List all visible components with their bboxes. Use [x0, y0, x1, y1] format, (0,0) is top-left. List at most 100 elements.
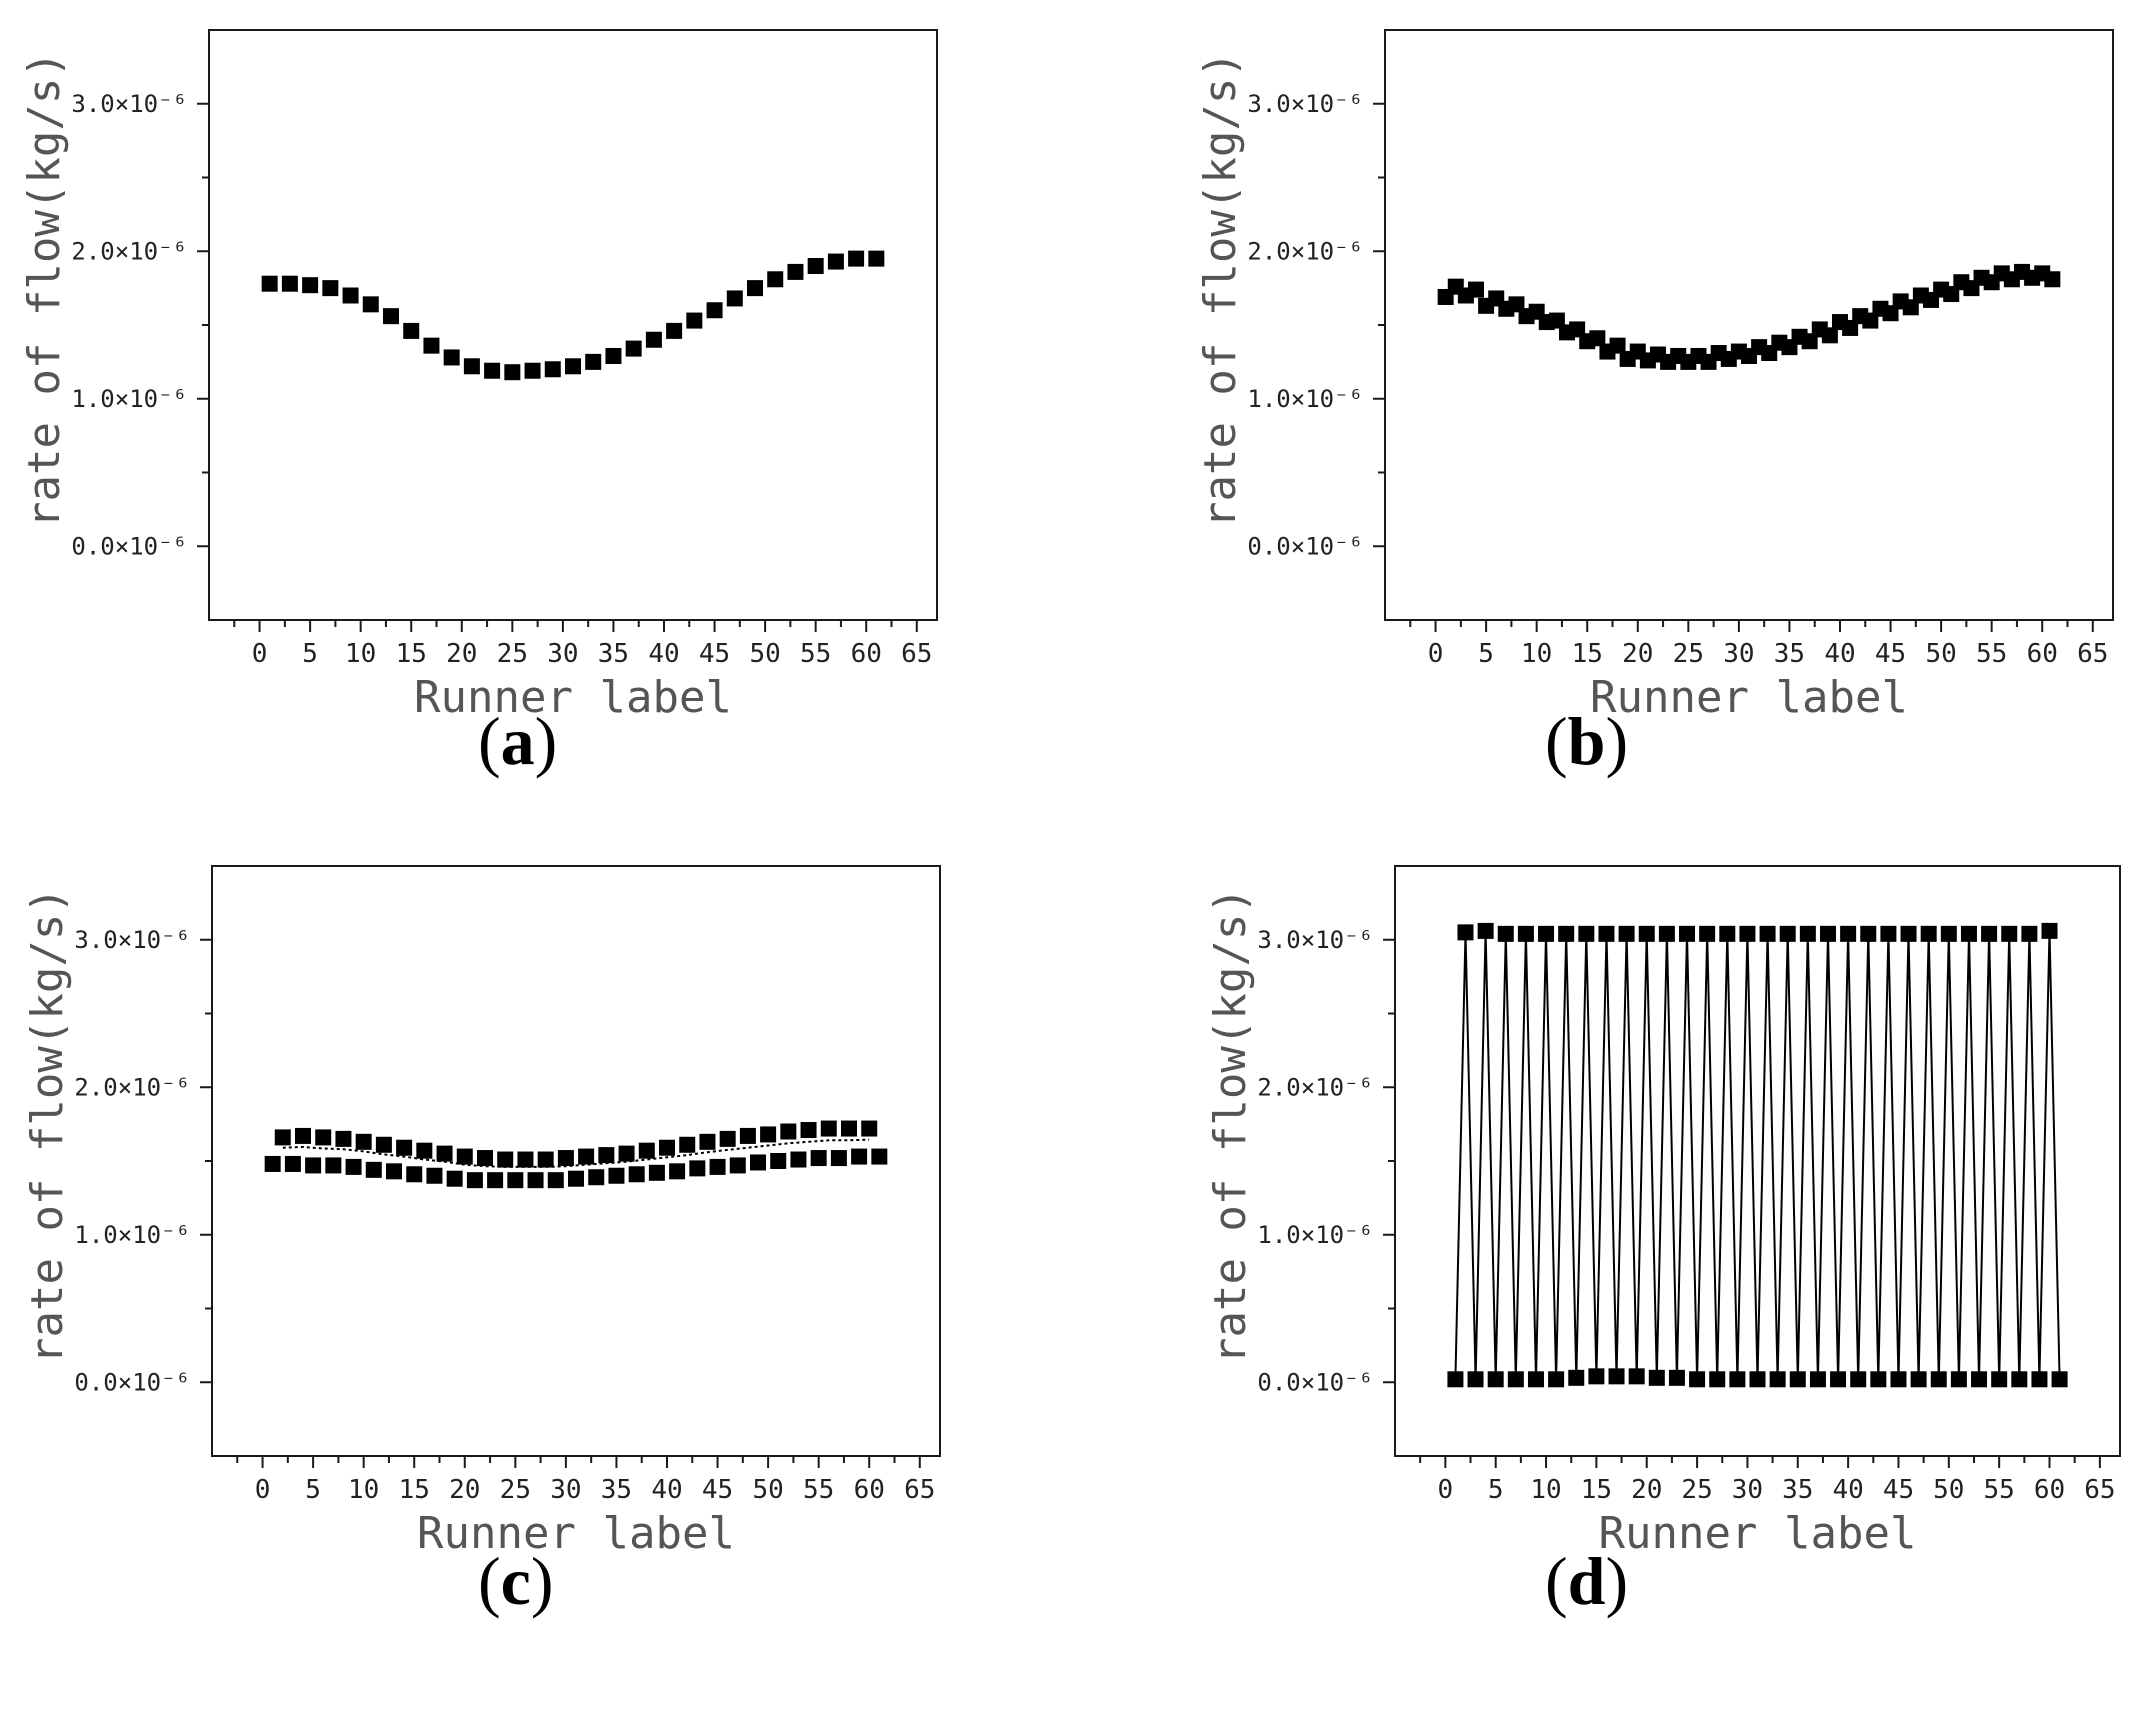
y-tick-label: 1.0×10⁻⁶	[1257, 1221, 1373, 1249]
data-point	[1850, 1371, 1867, 1388]
data-point	[1971, 1371, 1988, 1388]
data-point	[1658, 925, 1675, 942]
data-point	[456, 1148, 473, 1165]
data-point	[1769, 1371, 1786, 1388]
data-point	[699, 1133, 716, 1150]
data-point	[557, 1150, 574, 1167]
x-tick-label: 60	[851, 639, 882, 669]
y-tick-label: 3.0×10⁻⁶	[71, 90, 187, 118]
data-point	[568, 1170, 584, 1187]
x-tick-label: 0	[1438, 1475, 1454, 1505]
data-point	[807, 258, 824, 274]
x-tick-label: 5	[1488, 1475, 1504, 1505]
data-point	[305, 1157, 322, 1174]
data-point	[2001, 925, 2018, 942]
data-point	[487, 1172, 504, 1189]
y-axis-label: rate of flow(kg/s)	[1195, 51, 1246, 528]
data-point	[2041, 922, 2058, 939]
x-tick-label: 25	[497, 639, 528, 669]
data-point	[1940, 925, 1957, 942]
data-point	[1860, 925, 1877, 942]
data-point	[302, 277, 319, 294]
data-point	[1588, 1368, 1605, 1385]
y-tick-label: 0.0×10⁻⁶	[74, 1368, 190, 1396]
data-point	[426, 1167, 443, 1184]
x-tick-label: 5	[305, 1475, 321, 1505]
data-point	[648, 1164, 665, 1181]
data-point	[1719, 925, 1736, 942]
data-point	[1799, 925, 1816, 942]
data-point	[1668, 1369, 1685, 1386]
panel-label: (b)	[1545, 703, 1629, 779]
plot-frame	[1384, 29, 2114, 621]
chart-panel-3: 0 5 10 15 20 25 30 35 40 45 50 55 60 65 0.0×10⁻⁶ 1.0×10…	[1205, 865, 2121, 1559]
y-tick-label: 1.0×10⁻⁶	[74, 1221, 190, 1249]
data-point	[1507, 1371, 1524, 1388]
data-point	[507, 1172, 524, 1189]
data-point	[638, 1142, 655, 1159]
data-point	[800, 1122, 817, 1139]
data-point	[1699, 925, 1716, 942]
x-tick-label: 25	[1681, 1475, 1712, 1505]
x-tick-label: 15	[1581, 1475, 1612, 1505]
data-point	[1709, 1371, 1726, 1388]
x-tick-label: 0	[1428, 639, 1444, 669]
data-point	[1527, 1371, 1544, 1388]
data-point	[1789, 1371, 1806, 1388]
data-point	[2051, 1371, 2068, 1388]
x-tick-label: 0	[255, 1475, 271, 1505]
data-point	[1608, 1368, 1625, 1385]
data-point	[848, 250, 865, 267]
data-point	[1991, 1371, 2008, 1388]
data-point	[851, 1148, 868, 1165]
data-point	[1589, 330, 1606, 347]
data-point	[504, 364, 521, 381]
data-point	[1950, 1371, 1967, 1388]
data-point	[659, 1139, 675, 1156]
data-point	[585, 353, 602, 370]
x-tick-label: 65	[2084, 1475, 2115, 1505]
x-tick-label: 50	[1925, 639, 1956, 669]
x-tick-label: 10	[1530, 1475, 1561, 1505]
data-point	[466, 1172, 483, 1189]
data-point	[2031, 1371, 2048, 1388]
x-tick-label: 5	[1478, 639, 1494, 669]
x-tick-label: 15	[1572, 639, 1603, 669]
x-axis-label: Runner label	[1590, 672, 1908, 723]
data-point	[497, 1151, 514, 1168]
chart-panel-0: 0 5 10 15 20 25 30 35 40 45 50 55 60 65 0.0×10⁻⁶ 1.0×10…	[19, 29, 938, 723]
data-point	[1779, 925, 1796, 942]
data-point	[608, 1167, 625, 1184]
data-point	[1517, 925, 1534, 942]
x-tick-label: 60	[2027, 639, 2058, 669]
panel-label: (a)	[478, 703, 558, 779]
x-tick-label: 40	[651, 1475, 682, 1505]
data-point	[383, 308, 399, 325]
y-tick-label: 2.0×10⁻⁶	[74, 1073, 190, 1101]
x-tick-label: 10	[348, 1475, 379, 1505]
data-point	[588, 1169, 605, 1186]
data-point	[868, 250, 885, 267]
x-tick-label: 55	[1984, 1475, 2015, 1505]
data-point	[669, 1163, 686, 1180]
data-point	[787, 263, 804, 280]
data-point	[1558, 925, 1575, 942]
data-point	[1538, 925, 1555, 942]
data-point	[295, 1127, 311, 1144]
data-point	[1729, 1371, 1746, 1388]
data-point	[729, 1157, 746, 1174]
data-point	[1960, 925, 1977, 942]
data-point	[335, 1130, 352, 1147]
data-point	[1890, 1371, 1907, 1388]
data-point	[1880, 925, 1897, 942]
data-point	[618, 1145, 635, 1162]
y-tick-label: 2.0×10⁻⁶	[1257, 1073, 1373, 1101]
data-point	[355, 1133, 372, 1150]
data-point	[396, 1139, 413, 1156]
x-tick-label: 30	[550, 1475, 581, 1505]
x-tick-label: 30	[1732, 1475, 1763, 1505]
y-tick-label: 1.0×10⁻⁶	[71, 385, 187, 413]
data-point	[1638, 925, 1655, 942]
